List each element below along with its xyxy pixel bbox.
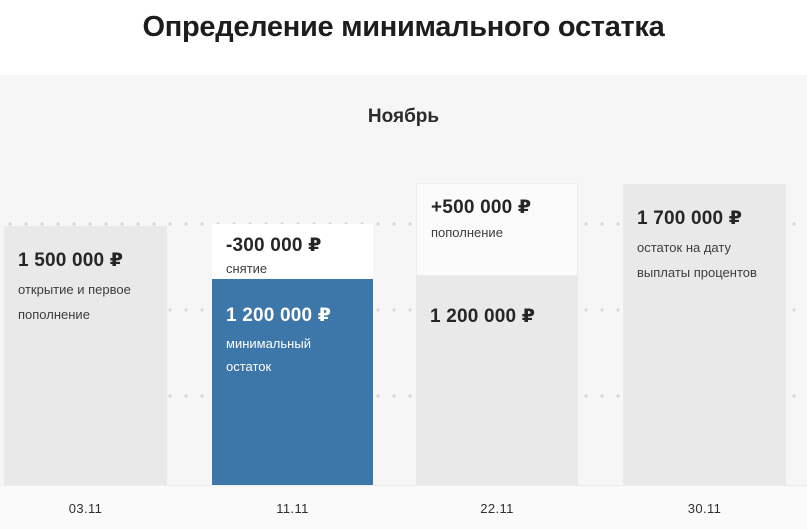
balance-bar-03-11: 1 500 000 ₽ открытие и первое пополнение: [4, 226, 167, 485]
amount-caption: открытие и первое пополнение: [18, 277, 153, 327]
event-amount-label: +500 000 ₽: [431, 197, 532, 218]
amount-label: 1 200 000 ₽: [226, 305, 332, 326]
caption-line: открытие и первое: [18, 282, 131, 297]
month-label: Ноябрь: [367, 106, 440, 127]
deposit-card-22-11: +500 000 ₽ пополнение: [416, 183, 578, 276]
event-caption: пополнение: [431, 225, 503, 240]
amount-label: 1 700 000 ₽: [637, 208, 743, 229]
caption-line: минимальный: [226, 336, 311, 351]
balance-bar-30-11: 1 700 000 ₽ остаток на дату выплаты проц…: [623, 184, 786, 485]
axis-label-03-11: 03.11: [68, 501, 103, 516]
event-amount-label: -300 000 ₽: [226, 235, 322, 256]
balance-bar-22-11: 1 200 000 ₽: [416, 276, 578, 485]
amount-caption: минимальный остаток: [226, 332, 359, 378]
event-caption: снятие: [226, 261, 268, 276]
withdrawal-card-11-11: -300 000 ₽ снятие: [212, 224, 373, 279]
caption-line: остаток: [226, 359, 272, 374]
axis-label-30-11: 30.11: [687, 501, 722, 516]
page-title: Определение минимального остатка: [142, 11, 665, 43]
caption-line: остаток на дату: [637, 240, 731, 255]
chart-canvas: Ноябрь 1 500 000 ₽ открытие и первое поп…: [0, 75, 807, 485]
amount-label: 1 500 000 ₽: [18, 250, 124, 271]
caption-line: выплаты процентов: [637, 265, 757, 280]
axis-label-11-11: 11.11: [276, 501, 309, 516]
minimum-balance-bar-11-11: 1 200 000 ₽ минимальный остаток: [212, 279, 373, 485]
caption-line: пополнение: [18, 307, 90, 322]
axis-label-22-11: 22.11: [480, 501, 514, 516]
amount-label: 1 200 000 ₽: [430, 306, 536, 327]
amount-caption: остаток на дату выплаты процентов: [637, 235, 772, 285]
x-axis: 03.11 11.11 22.11 30.11: [0, 485, 807, 529]
